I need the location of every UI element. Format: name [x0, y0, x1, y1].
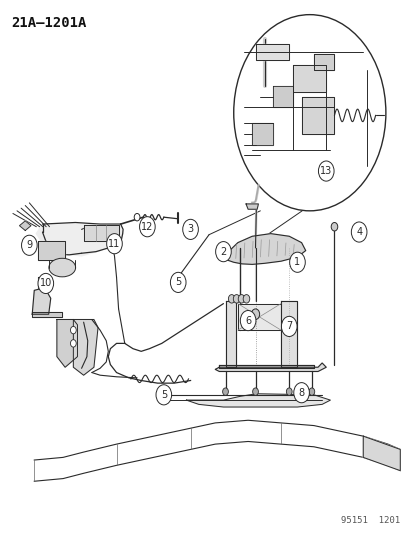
- Circle shape: [293, 383, 309, 403]
- Circle shape: [330, 222, 337, 231]
- Circle shape: [215, 241, 231, 262]
- Polygon shape: [32, 312, 62, 317]
- Polygon shape: [38, 241, 65, 260]
- Polygon shape: [280, 301, 297, 367]
- Text: 6: 6: [244, 316, 251, 326]
- Polygon shape: [38, 277, 50, 288]
- Circle shape: [70, 326, 76, 334]
- Circle shape: [170, 272, 185, 293]
- Polygon shape: [36, 224, 122, 256]
- Circle shape: [240, 311, 255, 330]
- Circle shape: [286, 388, 292, 395]
- Polygon shape: [245, 204, 258, 209]
- Circle shape: [251, 309, 259, 319]
- Polygon shape: [186, 394, 330, 407]
- Circle shape: [318, 161, 333, 181]
- Polygon shape: [219, 365, 313, 368]
- Polygon shape: [19, 221, 31, 230]
- Polygon shape: [83, 225, 118, 241]
- Polygon shape: [237, 304, 280, 330]
- Polygon shape: [32, 288, 51, 314]
- Circle shape: [242, 295, 249, 303]
- Polygon shape: [256, 44, 289, 60]
- Text: 4: 4: [355, 227, 361, 237]
- Circle shape: [281, 317, 297, 336]
- Circle shape: [222, 388, 228, 395]
- Text: 3: 3: [187, 224, 193, 235]
- Text: 2: 2: [220, 247, 226, 257]
- Circle shape: [70, 340, 76, 347]
- Polygon shape: [73, 319, 98, 375]
- Polygon shape: [57, 319, 77, 367]
- Circle shape: [21, 235, 37, 255]
- Text: 5: 5: [175, 277, 181, 287]
- Polygon shape: [252, 123, 272, 144]
- Polygon shape: [229, 296, 247, 302]
- Text: 11: 11: [108, 239, 120, 249]
- Circle shape: [233, 14, 385, 211]
- Polygon shape: [225, 233, 305, 264]
- Text: 21A‒1201A: 21A‒1201A: [12, 16, 87, 30]
- Text: 12: 12: [141, 222, 153, 232]
- Circle shape: [237, 295, 244, 303]
- Circle shape: [228, 295, 235, 303]
- Circle shape: [182, 219, 198, 239]
- Circle shape: [308, 388, 314, 395]
- Text: 13: 13: [319, 166, 332, 176]
- Polygon shape: [313, 54, 334, 70]
- Circle shape: [38, 273, 54, 294]
- Text: J: J: [250, 183, 260, 204]
- Circle shape: [289, 252, 304, 272]
- Circle shape: [351, 222, 366, 242]
- Circle shape: [252, 388, 258, 395]
- Circle shape: [134, 214, 140, 221]
- Text: 8: 8: [298, 387, 304, 398]
- Text: 7: 7: [285, 321, 292, 332]
- Text: 1: 1: [294, 257, 300, 267]
- Ellipse shape: [49, 259, 76, 277]
- Polygon shape: [272, 86, 293, 108]
- Circle shape: [139, 216, 155, 237]
- Text: 10: 10: [40, 278, 52, 288]
- Polygon shape: [301, 97, 334, 134]
- Circle shape: [233, 295, 239, 303]
- Polygon shape: [215, 363, 325, 372]
- Polygon shape: [293, 65, 325, 92]
- Circle shape: [156, 385, 171, 405]
- Text: 95151  1201: 95151 1201: [340, 516, 399, 525]
- Text: 5: 5: [160, 390, 166, 400]
- Circle shape: [107, 233, 122, 254]
- Text: 9: 9: [26, 240, 32, 251]
- Polygon shape: [225, 301, 235, 367]
- Polygon shape: [362, 436, 399, 471]
